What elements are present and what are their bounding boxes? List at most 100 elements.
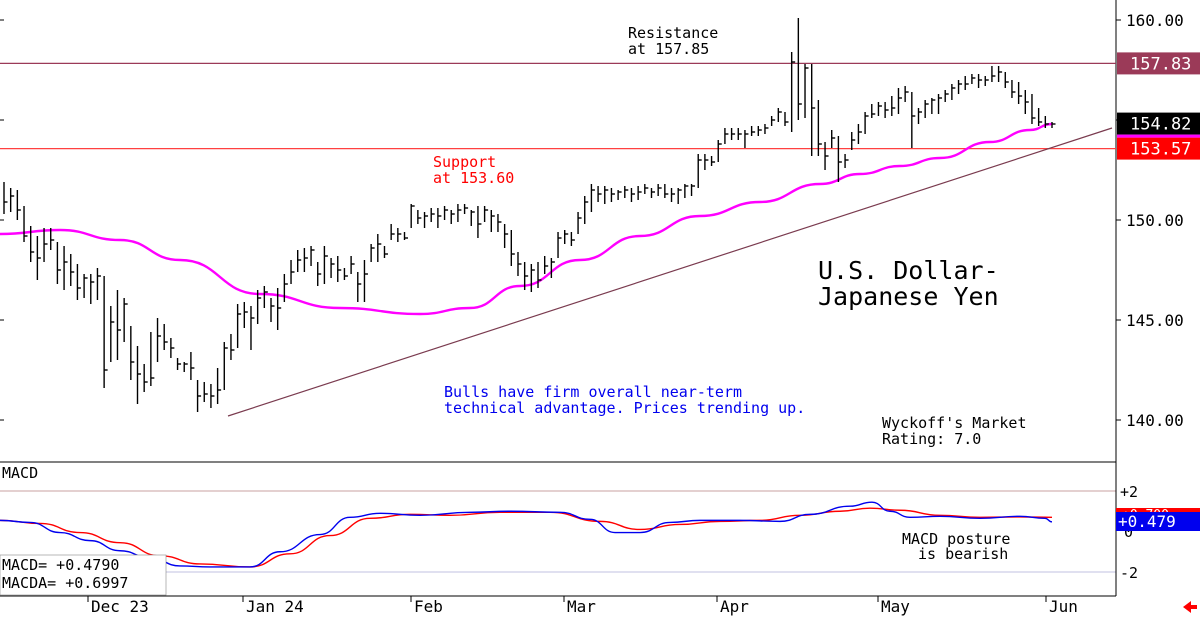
price-bar xyxy=(991,66,996,82)
price-bar xyxy=(297,250,302,272)
resistance-label-line2: at 157.85 xyxy=(628,40,709,58)
price-bar xyxy=(570,232,575,246)
price-bar xyxy=(470,210,475,226)
macd-panel: MACD +2 0 -2 +0.700 +0.479 MACD= +0.4790… xyxy=(0,462,1200,597)
price-bar xyxy=(383,246,388,258)
chart-title-line1: U.S. Dollar- xyxy=(818,256,999,285)
y-tick-label: 145.00 xyxy=(1126,311,1184,330)
price-bar xyxy=(96,268,101,300)
price-bar xyxy=(550,258,555,278)
price-bar xyxy=(83,274,88,298)
price-bar xyxy=(450,210,455,224)
price-bar xyxy=(256,290,262,324)
price-bar xyxy=(1051,122,1056,128)
price-bar xyxy=(864,112,869,134)
price-bar xyxy=(510,230,515,266)
price-bar xyxy=(637,186,642,200)
price-bar xyxy=(931,98,936,114)
price-bar xyxy=(36,236,41,280)
price-bar xyxy=(483,206,489,222)
price-bar xyxy=(497,214,502,232)
svg-text:157.83: 157.83 xyxy=(1130,54,1191,74)
price-bar xyxy=(764,124,769,134)
price-bar xyxy=(150,332,155,386)
price-bar xyxy=(63,246,68,290)
price-bar xyxy=(443,206,449,220)
price-bar xyxy=(90,274,95,304)
price-bar xyxy=(997,66,1003,82)
price-bar xyxy=(1011,80,1016,98)
price-bar xyxy=(56,242,61,284)
price-bar xyxy=(156,318,162,362)
price-bar xyxy=(230,334,235,360)
price-bar xyxy=(624,186,629,198)
price-bar xyxy=(116,290,121,360)
price-bar xyxy=(23,206,28,242)
price-bar xyxy=(724,128,729,144)
price-bar xyxy=(664,184,669,198)
price-bar xyxy=(804,64,809,118)
price-bar xyxy=(410,204,415,228)
price-bar xyxy=(917,108,922,124)
price-bar xyxy=(690,184,696,196)
price-bar xyxy=(937,94,943,114)
price-bar xyxy=(310,246,315,266)
price-bar xyxy=(824,142,829,170)
x-axis: Dec 23 Jan 24 Feb Mar Apr May Jun xyxy=(87,596,1078,616)
price-bar xyxy=(670,188,676,202)
price-bar xyxy=(370,244,375,262)
price-bar xyxy=(76,264,81,300)
price-bar xyxy=(610,188,615,202)
price-bar xyxy=(951,84,956,100)
price-bar xyxy=(557,232,562,258)
price-bar xyxy=(737,128,742,140)
price-bar xyxy=(797,18,802,120)
price-bar xyxy=(517,252,522,276)
price-bar xyxy=(30,226,35,262)
price-bar xyxy=(210,384,215,408)
price-bar xyxy=(831,130,836,148)
scroll-arrow-icon[interactable] xyxy=(1183,601,1197,613)
price-bar xyxy=(590,184,595,212)
price-bar xyxy=(430,208,435,222)
price-bar xyxy=(236,304,242,348)
price-bar xyxy=(437,208,442,228)
y-tick-label: 140.00 xyxy=(1126,411,1184,430)
y-tick-label: 150.00 xyxy=(1126,211,1184,230)
price-bar xyxy=(103,276,108,388)
price-bar xyxy=(744,130,749,148)
price-bar xyxy=(170,338,175,358)
x-tick-label: Jan 24 xyxy=(246,597,304,616)
price-bar xyxy=(644,184,649,194)
price-tags: 157.83 153.57 154.82 xyxy=(1117,52,1200,160)
trendline xyxy=(227,127,1113,417)
price-bar xyxy=(957,80,963,94)
annotations: Resistance at 157.85 Support at 153.60 U… xyxy=(433,24,1027,448)
price-bar xyxy=(9,188,15,212)
price-bar xyxy=(457,204,462,222)
price-bar xyxy=(276,288,282,330)
macd-comment-line2: is bearish xyxy=(918,545,1008,563)
price-bar xyxy=(817,100,822,156)
price-bar xyxy=(357,272,362,302)
last-price-tag: 154.82 xyxy=(1117,112,1200,135)
macd-tick-minus2: -2 xyxy=(1120,564,1138,582)
price-bar xyxy=(784,112,789,126)
macd-tick-zero: 0 xyxy=(1124,523,1133,541)
price-bar xyxy=(924,100,929,118)
price-bar xyxy=(810,64,816,156)
rating-line1: Wyckoff's Market xyxy=(882,414,1027,432)
price-bar xyxy=(770,116,776,126)
price-bar xyxy=(790,52,796,132)
price-bar xyxy=(303,248,308,272)
price-bar xyxy=(337,256,342,282)
price-bar xyxy=(203,382,208,402)
x-tick-label: Jun xyxy=(1049,597,1078,616)
x-tick-label: Apr xyxy=(720,597,749,616)
price-bar xyxy=(290,260,295,284)
price-bar xyxy=(317,262,322,286)
price-bar xyxy=(263,286,268,308)
price-bar xyxy=(837,136,842,182)
resistance-price-tag: 157.83 xyxy=(1117,52,1200,75)
